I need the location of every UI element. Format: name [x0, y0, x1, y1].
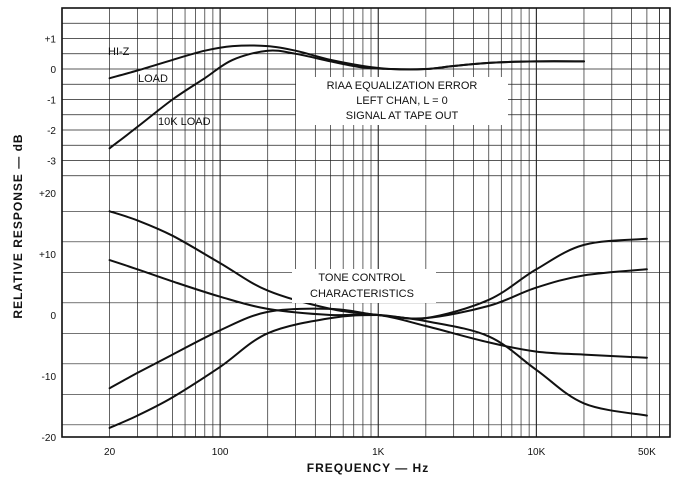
curves	[108, 44, 648, 429]
riaa-annotation-line1: RIAA EQUALIZATION ERROR	[327, 80, 478, 92]
tone-curve-3	[108, 268, 648, 390]
x-axis-title: FREQUENCY — Hz	[307, 461, 429, 475]
y-tick-labels: +10-1-2-3+20+100-10-20	[39, 35, 56, 445]
riaa-annotation-line2: LEFT CHAN, L = 0	[356, 95, 447, 107]
x-tick-label: 10K	[527, 447, 545, 458]
y-tick-label: -2	[47, 126, 56, 137]
plot-frame	[61, 7, 671, 438]
y-tick-label: -1	[47, 96, 56, 107]
tone-curve-4	[108, 237, 648, 429]
x-tick-labels: 20 100 1K 10K 50K	[104, 447, 656, 458]
grid-lines	[61, 8, 671, 437]
riaa-annotation-box	[296, 77, 508, 125]
y-tick-label: 0	[50, 65, 56, 76]
hiz-label-line1: HI-Z	[108, 46, 130, 58]
y-tick-label: +20	[39, 189, 56, 200]
y-tick-label: -3	[47, 157, 56, 168]
y-tick-label: 0	[50, 311, 56, 322]
x-tick-label: 50K	[638, 447, 656, 458]
x-tick-label: 20	[104, 447, 116, 458]
tone-annotation-line1: TONE CONTROL	[318, 272, 405, 284]
tone-annotation-box	[292, 269, 436, 303]
y-axis-title: RELATIVE RESPONSE — dB	[11, 133, 25, 318]
x-tick-label: 100	[212, 447, 229, 458]
riaa-curve-2	[108, 49, 585, 150]
riaa-annotation-line3: SIGNAL AT TAPE OUT	[346, 110, 459, 122]
y-tick-label: +1	[45, 35, 57, 46]
x-tick-label: 1K	[372, 447, 385, 458]
y-tick-label: +10	[39, 250, 56, 261]
y-tick-label: -20	[42, 433, 57, 444]
hiz-label-line2: LOAD	[138, 73, 168, 85]
y-tick-label: -10	[42, 372, 57, 383]
tenk-load-label: 10K LOAD	[158, 116, 211, 128]
tone-annotation-line2: CHARACTERISTICS	[310, 288, 414, 300]
